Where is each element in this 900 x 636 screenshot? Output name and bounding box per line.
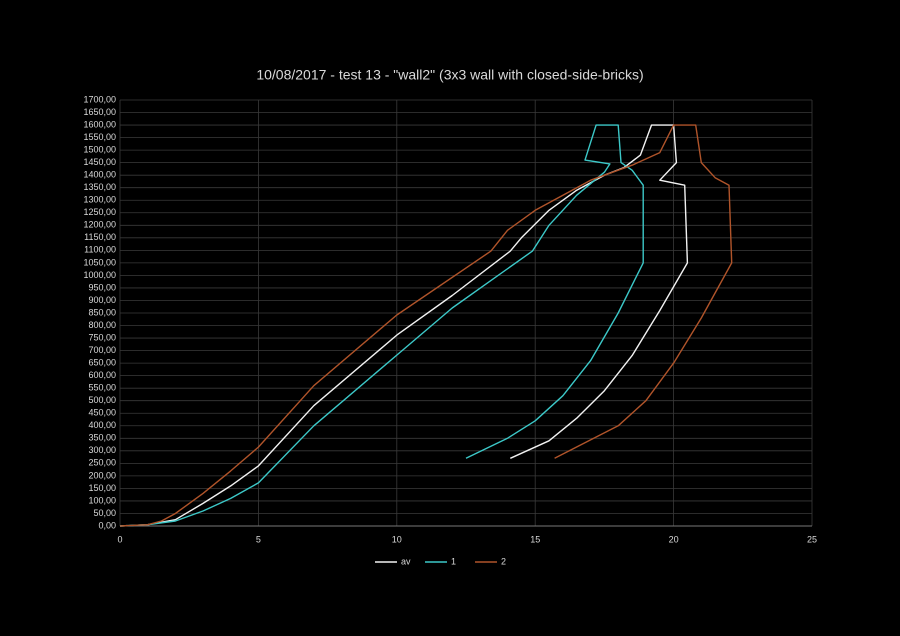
y-tick-label: 450,00 <box>88 408 116 418</box>
y-tick-label: 1150,00 <box>84 232 116 242</box>
series-line <box>119 124 733 527</box>
x-tick-label: 0 <box>117 534 122 544</box>
y-tick-label: 600,00 <box>88 370 116 380</box>
y-tick-label: 1650,00 <box>83 107 116 117</box>
chart-title: 10/08/2017 - test 13 - "wall2" (3x3 wall… <box>256 67 643 83</box>
y-tick-label: 900,00 <box>88 295 116 305</box>
y-tick-label: 750,00 <box>88 332 116 342</box>
y-tick-label: 300,00 <box>88 445 116 455</box>
y-tick-label: 100,00 <box>88 495 116 505</box>
y-tick-label: 800,00 <box>88 320 116 330</box>
legend-label: 1 <box>451 556 456 566</box>
y-tick-label: 1450,00 <box>83 157 116 167</box>
x-tick-label: 20 <box>669 534 679 544</box>
x-tick-label: 10 <box>392 534 402 544</box>
y-tick-label: 1700,00 <box>83 94 116 104</box>
y-tick-label: 1400,00 <box>83 170 116 180</box>
y-tick-label: 1050,00 <box>83 257 116 267</box>
y-tick-label: 1350,00 <box>83 182 116 192</box>
y-tick-label: 1500,00 <box>83 144 116 154</box>
y-tick-label: 700,00 <box>88 345 116 355</box>
y-tick-label: 50,00 <box>93 508 116 518</box>
y-tick-label: 250,00 <box>88 458 116 468</box>
y-tick-label: 650,00 <box>88 357 116 367</box>
y-tick-label: 150,00 <box>88 483 116 493</box>
y-tick-label: 850,00 <box>88 307 116 317</box>
y-tick-label: 350,00 <box>88 433 116 443</box>
y-tick-label: 1200,00 <box>83 220 116 230</box>
x-tick-label: 25 <box>807 534 817 544</box>
y-tick-label: 1300,00 <box>83 195 116 205</box>
y-tick-label: 1100,00 <box>84 245 116 255</box>
y-tick-label: 500,00 <box>88 395 116 405</box>
y-tick-label: 200,00 <box>88 470 116 480</box>
y-tick-label: 950,00 <box>88 282 116 292</box>
y-tick-label: 400,00 <box>88 420 116 430</box>
legend-label: 2 <box>501 556 506 566</box>
y-tick-label: 1000,00 <box>83 270 116 280</box>
y-tick-label: 550,00 <box>88 383 116 393</box>
legend-label: av <box>401 556 411 566</box>
y-tick-label: 0,00 <box>98 520 116 530</box>
x-tick-label: 5 <box>256 534 261 544</box>
y-tick-label: 1550,00 <box>83 132 116 142</box>
y-tick-label: 1250,00 <box>83 207 116 217</box>
x-tick-label: 15 <box>530 534 540 544</box>
series-line <box>119 124 644 527</box>
y-tick-label: 1600,00 <box>83 119 116 129</box>
